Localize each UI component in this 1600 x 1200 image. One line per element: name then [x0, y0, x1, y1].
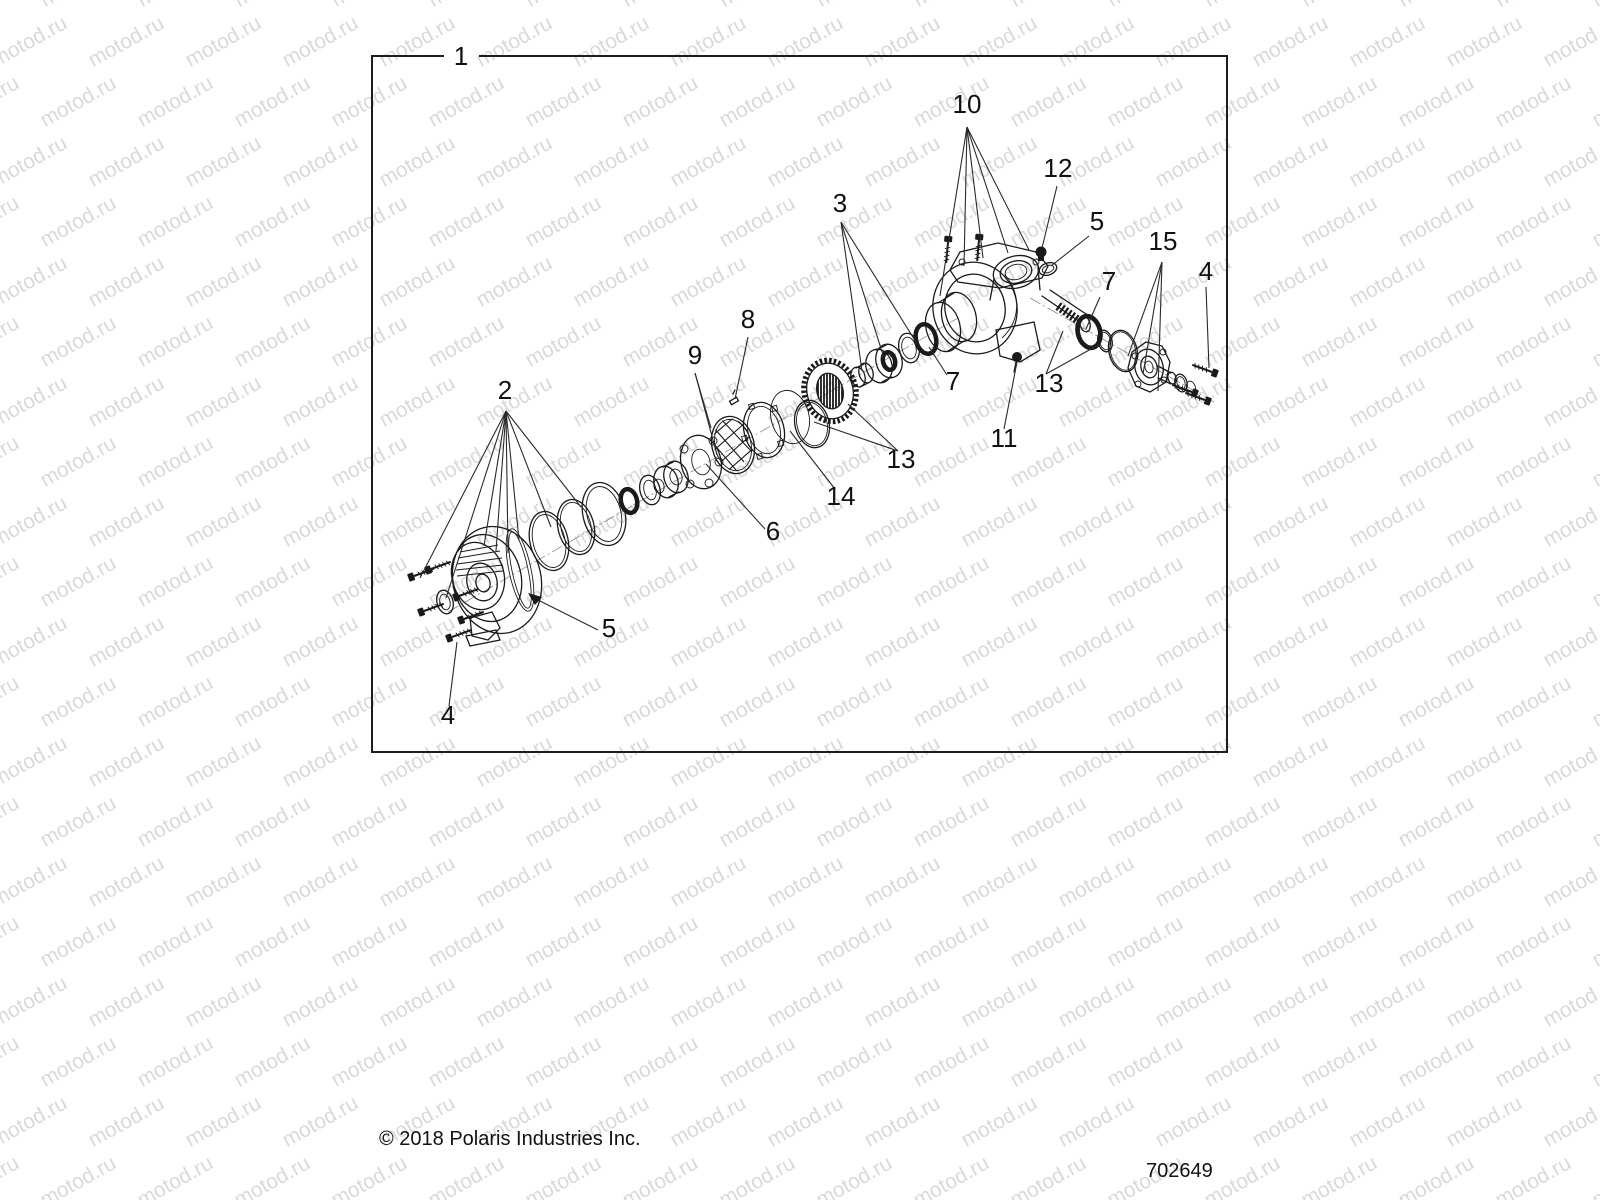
splined-gear [801, 357, 859, 425]
copyright-text: © 2018 Polaris Industries Inc. [379, 1128, 641, 1150]
callout-10: 10 [953, 89, 982, 119]
callout-5-left: 5 [602, 613, 616, 643]
bearing [865, 343, 903, 384]
callout-5-right: 5 [1090, 206, 1104, 236]
part-number: 702649 [1146, 1160, 1213, 1182]
centerline-output-axis [1029, 297, 1215, 403]
seal [913, 321, 939, 357]
output-shaft [1041, 289, 1091, 333]
cam-plate [679, 434, 724, 490]
callout-13-right: 13 [1035, 368, 1064, 398]
small-seal [618, 486, 640, 516]
spacer [850, 362, 874, 388]
drain-bolt [1012, 352, 1022, 373]
cover-o-ring-small [436, 589, 454, 615]
callout-8: 8 [741, 304, 755, 334]
diagram-border [371, 55, 1228, 753]
plug-o-ring [1038, 261, 1058, 277]
flange-gasket [1107, 329, 1139, 373]
callout-11: 11 [991, 423, 1018, 453]
callout-7-right: 7 [1102, 266, 1116, 296]
flange-screw [1189, 360, 1221, 379]
vent-plug [1035, 246, 1047, 261]
callout-13-mid: 13 [887, 444, 916, 474]
callout-4-left: 4 [441, 700, 455, 730]
housing-bracket [995, 321, 1041, 363]
callout-9: 9 [688, 340, 702, 370]
callout-7-left: 7 [946, 366, 960, 396]
seal-ring-chain [528, 389, 831, 572]
cover-ribs [455, 544, 504, 577]
clip-pin [728, 389, 740, 406]
o-ring [556, 498, 596, 556]
input-hub [653, 460, 689, 499]
output-flange [1127, 341, 1177, 393]
callout-2: 2 [498, 375, 512, 405]
callout-15: 15 [1149, 226, 1178, 256]
centerline-input-axis [447, 317, 959, 613]
callout-4-right: 4 [1199, 256, 1213, 286]
callout-14: 14 [827, 481, 856, 511]
gearcase-housing [932, 232, 1091, 373]
callout-labels: 1 2 3 4 4 5 5 6 7 7 8 9 10 11 12 13 13 1… [441, 41, 1213, 730]
cover-bracket [469, 611, 501, 641]
output-o-ring [1097, 329, 1113, 353]
washer [638, 474, 662, 506]
callout-1: 1 [454, 41, 468, 71]
retaining-ring [769, 389, 811, 445]
o-ring [528, 510, 570, 572]
left-cover-assembly [405, 525, 543, 647]
callout-6: 6 [766, 516, 780, 546]
callout-12: 12 [1044, 153, 1073, 183]
leader-lines [419, 126, 1210, 707]
callout-3: 3 [833, 188, 847, 218]
tabbed-plate-ring [741, 401, 786, 460]
cover-o-ring-large [505, 528, 535, 612]
cover-bolts [405, 557, 487, 644]
bearing-washer-set [850, 291, 978, 388]
